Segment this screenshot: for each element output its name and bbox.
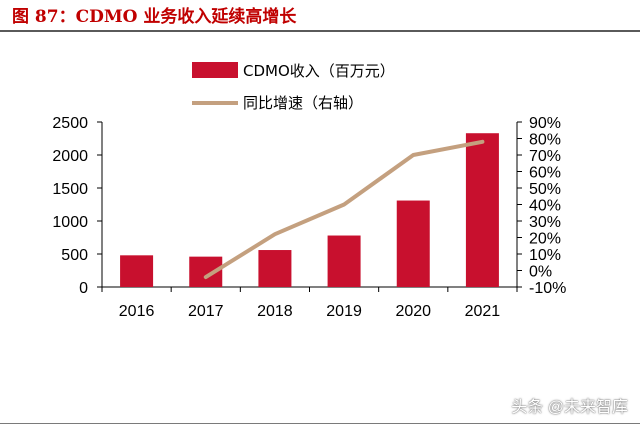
left-tick-label: 2500 [52, 115, 88, 132]
watermark: 头条 @未来智库 [511, 399, 628, 416]
chart-axes [97, 121, 522, 292]
right-tick-label: 80% [529, 132, 561, 149]
left-tick-label: 500 [61, 247, 88, 264]
right-tick-label: 70% [529, 148, 561, 165]
right-tick-label: 20% [529, 231, 561, 248]
line-series [203, 139, 485, 280]
x-tick-label: 2018 [257, 303, 293, 320]
right-tick-label: 10% [529, 247, 561, 264]
chart-legend: CDMO收入（百万元） 同比增速（右轴） [192, 62, 395, 112]
left-tick-label: 0 [79, 280, 88, 297]
bar [396, 200, 430, 287]
x-tick-label: 2019 [326, 303, 362, 320]
right-tick-label: 50% [529, 181, 561, 198]
right-tick-label: 90% [529, 115, 561, 132]
bottom-divider [0, 423, 640, 424]
left-tick-label: 1500 [52, 181, 88, 198]
x-tick-label: 2021 [465, 303, 501, 320]
right-tick-label: 30% [529, 214, 561, 231]
left-tick-label: 2000 [52, 148, 88, 165]
bar [327, 235, 361, 287]
bar-series [120, 133, 499, 287]
left-tick-label: 1000 [52, 214, 88, 231]
bar [120, 255, 154, 287]
tick-labels: 0 500 1000 1500 2000 2500 -10%0%10%20%30%40%50… [52, 115, 566, 320]
right-tick-label: 60% [529, 165, 561, 182]
x-tick-label: 2020 [395, 303, 431, 320]
right-tick-label: -10% [529, 280, 566, 297]
legend-swatch-bar [192, 62, 238, 78]
bar [258, 250, 292, 287]
right-tick-label: 0% [529, 264, 552, 281]
combo-chart: CDMO收入（百万元） 同比增速（右轴） 0 500 1000 1500 2000 250… [52, 62, 566, 320]
legend-label-bar: CDMO收入（百万元） [243, 62, 395, 80]
legend-label-line: 同比增速（右轴） [243, 94, 363, 112]
title-divider [0, 30, 640, 32]
growth-line [203, 139, 485, 280]
page-title: 图 87：CDMO 业务收入延续高增长 [12, 7, 297, 27]
x-tick-label: 2017 [188, 303, 224, 320]
right-tick-label: 40% [529, 198, 561, 215]
bar [465, 133, 499, 287]
x-tick-label: 2016 [119, 303, 155, 320]
